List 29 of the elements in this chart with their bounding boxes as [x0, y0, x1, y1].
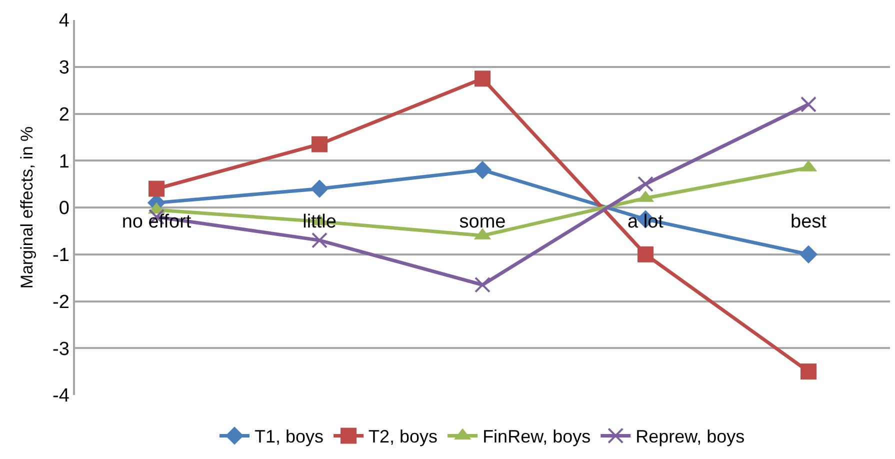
y-axis-title: Marginal effects, in % [18, 126, 37, 289]
point [800, 364, 816, 380]
point [473, 160, 492, 180]
point [310, 180, 329, 198]
point [800, 96, 816, 112]
y-tick-label: 1 [58, 151, 70, 172]
point [638, 246, 654, 262]
y-tick-label: -3 [52, 338, 70, 360]
y-tick-label: -4 [52, 386, 70, 407]
legend-label: T1, boys [254, 426, 324, 447]
point [312, 232, 328, 248]
y-tick-label: -2 [52, 292, 70, 313]
point [474, 276, 490, 293]
y-tick-label: -1 [52, 245, 70, 266]
point [474, 70, 490, 87]
y-tick-label: 2 [58, 104, 70, 126]
y-tick-label: 3 [58, 58, 70, 79]
point [148, 180, 164, 197]
y-tick-label: 0 [58, 198, 70, 220]
x-tick-label: best [790, 212, 828, 232]
legend-label: Reprew, boys [636, 426, 745, 447]
point [638, 176, 654, 192]
point [312, 136, 328, 152]
legend-label: FinRew, boys [482, 426, 591, 447]
x-tick-label: some [459, 212, 506, 232]
legend-label: T2, boys [368, 426, 438, 447]
x-tick-label: little [302, 212, 336, 232]
point [799, 245, 818, 264]
y-tick-label: 4 [58, 10, 70, 32]
